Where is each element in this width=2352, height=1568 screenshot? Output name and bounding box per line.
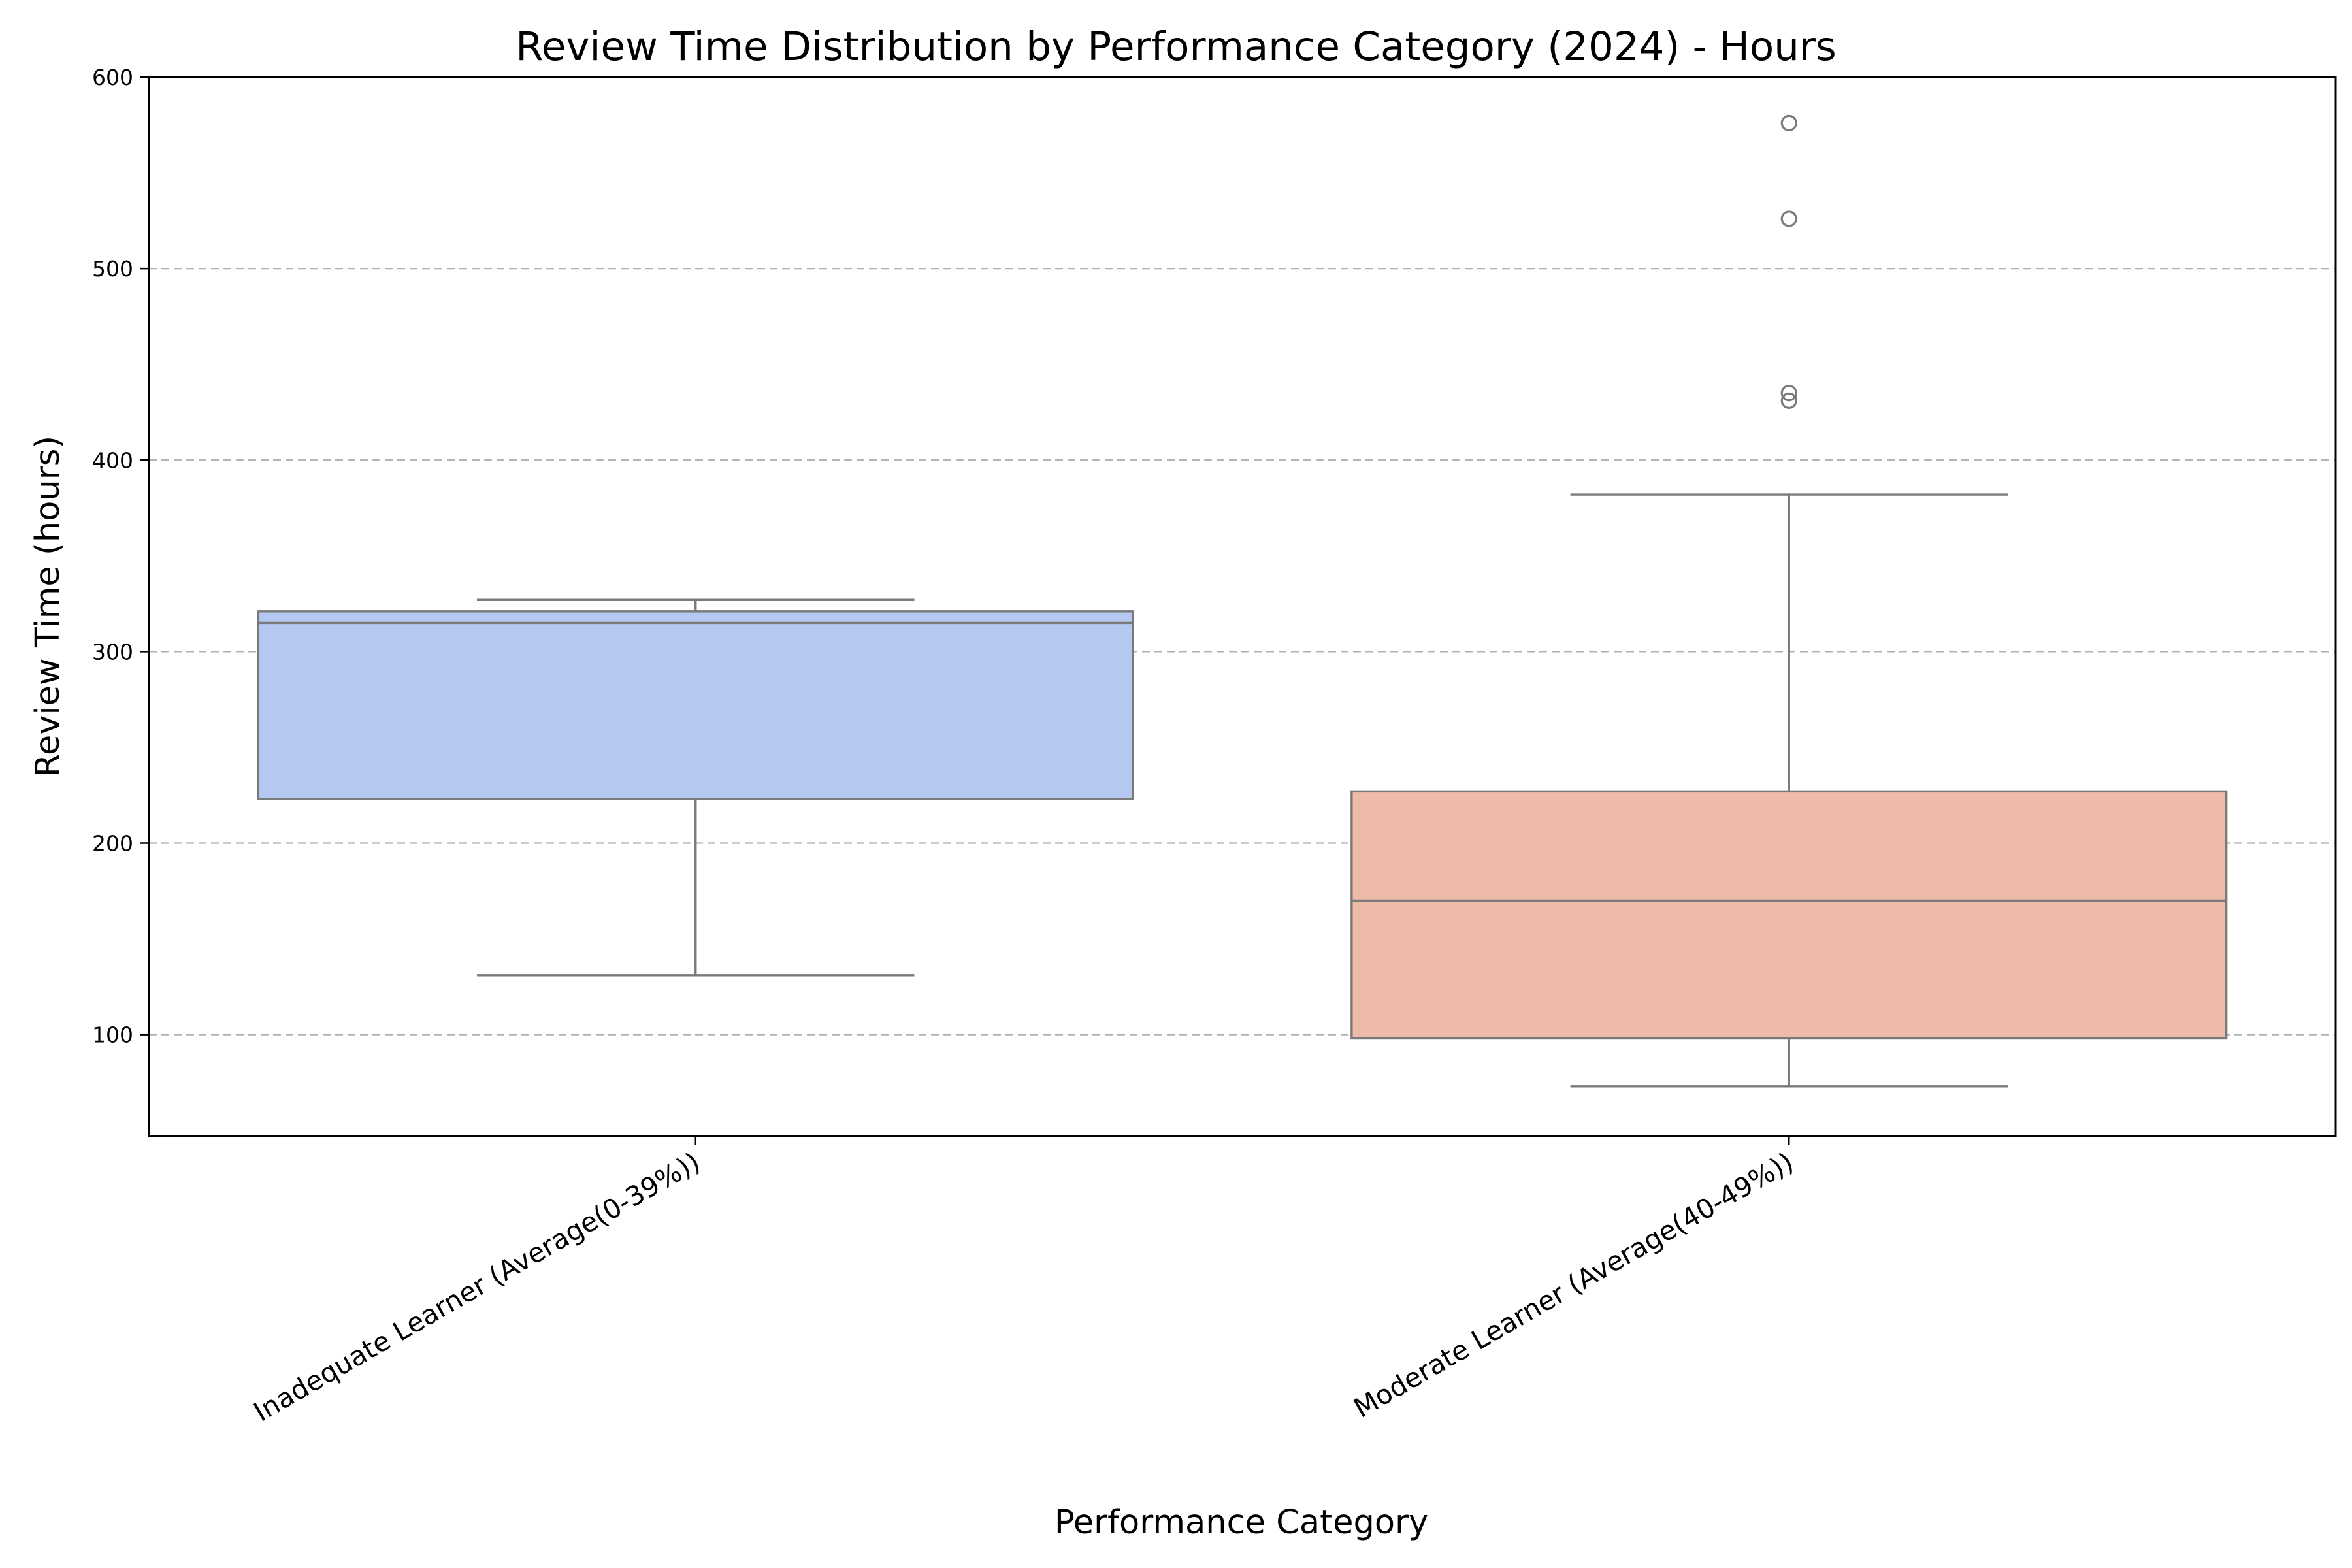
y-tick-label-600: 600 bbox=[92, 65, 133, 90]
y-axis-ticks: 100 200 300 400 500 600 bbox=[92, 65, 149, 1048]
y-tick-label-400: 400 bbox=[92, 448, 133, 473]
chart-title: Review Time Distribution by Performance … bbox=[515, 24, 1837, 70]
y-tick-label-300: 300 bbox=[92, 639, 133, 664]
y-axis-label: Review Time (hours) bbox=[29, 436, 67, 777]
box-group-1 bbox=[257, 598, 1134, 977]
iqr-box bbox=[257, 610, 1134, 800]
x-axis-label: Performance Category bbox=[1054, 1503, 1428, 1542]
box-group-2 bbox=[1350, 114, 2228, 1088]
x-tick-label-1: Inadequate Learner (Average(0-39%)) bbox=[248, 1146, 705, 1428]
outlier-point-2 bbox=[1780, 385, 1797, 402]
y-tick-label-200: 200 bbox=[92, 831, 133, 857]
y-tick-label-100: 100 bbox=[92, 1022, 133, 1048]
y-tick-label-500: 500 bbox=[92, 256, 133, 282]
x-axis-ticks: Inadequate Learner (Average(0-39%)) Moder… bbox=[248, 1136, 1799, 1428]
boxes bbox=[257, 114, 2228, 1088]
outlier-point-1 bbox=[1780, 392, 1797, 409]
outlier-point-4 bbox=[1780, 114, 1797, 131]
plot-frame bbox=[148, 76, 2337, 1137]
iqr-box bbox=[1350, 790, 2228, 1040]
x-tick-label-2: Moderate Learner (Average(40-49%)) bbox=[1348, 1146, 1799, 1424]
outlier-point-3 bbox=[1780, 210, 1797, 227]
